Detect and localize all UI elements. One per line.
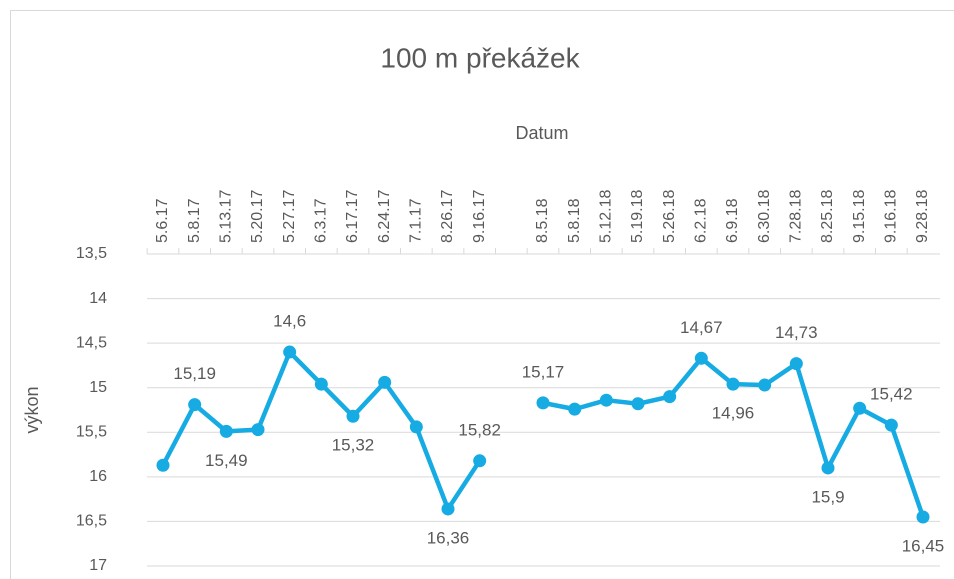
x-tick-label: 5.8.17 <box>186 198 203 243</box>
x-tick-label: 5.13.17 <box>218 190 235 243</box>
point <box>156 458 170 472</box>
point <box>599 393 613 407</box>
x-tick-label: 5.6.17 <box>154 198 171 243</box>
point <box>568 402 582 416</box>
point <box>314 377 328 391</box>
x-tick-label: 5.20.17 <box>249 190 266 243</box>
y-tick-label: 17 <box>89 557 107 574</box>
point <box>378 375 392 389</box>
x-tick-label: 9.16.17 <box>471 190 488 243</box>
y-axis-title: výkon <box>22 386 42 433</box>
point <box>251 423 265 437</box>
y-tick-label: 13,5 <box>76 245 107 262</box>
x-tick-label: 5.26.18 <box>661 190 678 243</box>
point <box>346 409 360 423</box>
data-label: 16,45 <box>902 536 945 555</box>
y-tick-label: 16,5 <box>76 513 107 530</box>
y-tick-label: 16 <box>89 468 107 485</box>
x-tick-label: 8.25.18 <box>819 190 836 243</box>
point <box>631 397 645 411</box>
x-tick-label: 5.12.18 <box>598 190 615 243</box>
data-label: 15,17 <box>522 362 565 381</box>
point <box>821 461 835 475</box>
x-tick-label: 8.26.17 <box>439 190 456 243</box>
point <box>473 454 487 468</box>
x-tick-label: 5.19.18 <box>629 190 646 243</box>
point <box>916 510 930 524</box>
x-tick-label: 6.9.18 <box>724 198 741 243</box>
x-axis-title: Datum <box>515 123 568 143</box>
point <box>694 351 708 365</box>
data-label: 16,36 <box>427 528 470 547</box>
point <box>853 401 867 415</box>
point <box>219 424 233 438</box>
x-tick-label: 6.2.18 <box>693 198 710 243</box>
x-tick-label: 8.5.18 <box>534 198 551 243</box>
point <box>409 420 423 434</box>
point <box>884 418 898 432</box>
x-tick-label: 6.30.18 <box>756 190 773 243</box>
x-tick-label: 6.3.17 <box>313 198 330 243</box>
point <box>758 378 772 392</box>
data-label: 15,9 <box>811 487 844 506</box>
data-label: 14,6 <box>273 312 306 331</box>
y-tick-label: 15 <box>89 379 107 396</box>
x-tick-label: 5.27.17 <box>281 190 298 243</box>
data-label: 15,19 <box>173 364 216 383</box>
data-label: 15,32 <box>332 436 375 455</box>
chart-title: 100 m překážek <box>380 42 580 73</box>
data-label: 14,73 <box>775 323 818 342</box>
data-label: 14,67 <box>680 318 723 337</box>
point <box>789 357 803 371</box>
x-tick-label: 7.28.18 <box>788 190 805 243</box>
x-tick-label: 5.8.18 <box>566 198 583 243</box>
y-tick-label: 14 <box>89 290 107 307</box>
x-tick-label: 6.24.17 <box>376 190 393 243</box>
data-label: 15,49 <box>205 451 248 470</box>
data-label: 14,96 <box>712 404 755 423</box>
point <box>188 398 202 412</box>
point <box>726 377 740 391</box>
point <box>283 345 297 359</box>
x-tick-label: 9.16.18 <box>883 190 900 243</box>
x-tick-label: 9.28.18 <box>914 190 931 243</box>
x-tick-label: 9.15.18 <box>851 190 868 243</box>
y-tick-label: 14,5 <box>76 334 107 351</box>
x-tick-label: 6.17.17 <box>344 190 361 243</box>
x-tick-label: 7.1.17 <box>408 198 425 243</box>
chart-frame <box>10 10 954 579</box>
data-label: 15,42 <box>870 385 913 404</box>
point <box>536 396 550 410</box>
point <box>663 390 677 404</box>
y-tick-label: 15,5 <box>76 424 107 441</box>
data-label: 15,82 <box>458 420 501 439</box>
point <box>441 502 455 516</box>
